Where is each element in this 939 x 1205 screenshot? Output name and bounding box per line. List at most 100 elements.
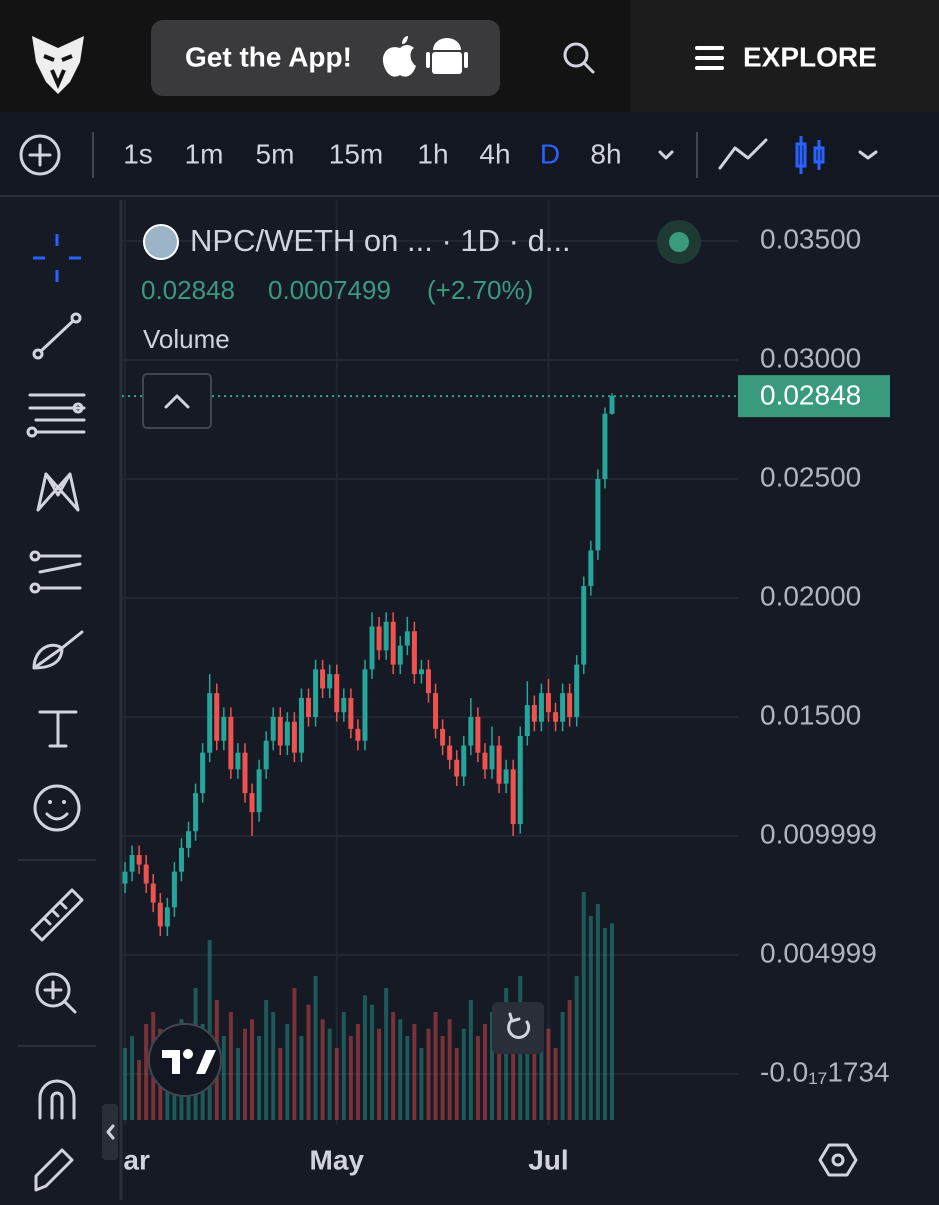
interval-button[interactable]: 1h xyxy=(417,138,448,169)
candle-body xyxy=(475,716,481,753)
candle-body xyxy=(383,621,389,651)
tradingview-logo[interactable] xyxy=(148,1023,222,1097)
chart-type-menu[interactable] xyxy=(858,150,878,160)
settings-button[interactable] xyxy=(818,1143,858,1177)
lock-tool[interactable] xyxy=(34,1148,74,1192)
y-tick-label: 0.03500 xyxy=(760,223,861,254)
candle-body xyxy=(538,693,544,722)
volume-bar xyxy=(207,940,212,1120)
candle-chart-button[interactable] xyxy=(795,136,825,174)
volume-bar xyxy=(405,1036,410,1120)
candle-body xyxy=(129,855,135,872)
candle-body xyxy=(567,693,573,717)
collapse-toolbar[interactable] xyxy=(102,1104,118,1160)
search-button[interactable] xyxy=(563,42,595,74)
candle-body xyxy=(560,693,566,722)
volume-bar xyxy=(581,892,586,1120)
candle-body xyxy=(242,752,248,794)
trend-line-tool[interactable] xyxy=(32,312,82,360)
interval-bar xyxy=(0,112,939,196)
volume-bar xyxy=(475,1036,480,1120)
get-app-button[interactable]: Get the App! xyxy=(151,20,500,96)
interval-button[interactable]: 4h xyxy=(479,138,510,169)
volume-bar xyxy=(497,1028,502,1120)
zoom-tool[interactable] xyxy=(35,972,77,1014)
candle-body xyxy=(207,693,213,753)
add-button[interactable] xyxy=(19,134,61,176)
interval-button[interactable]: 1s xyxy=(123,138,153,169)
interval-button[interactable]: 5m xyxy=(256,138,295,169)
volume-bar xyxy=(610,923,614,1120)
volume-bar xyxy=(433,1012,438,1120)
logo[interactable] xyxy=(32,36,84,94)
magnet-tool[interactable] xyxy=(38,1079,76,1120)
crosshair-tool[interactable] xyxy=(33,234,81,282)
candle-body xyxy=(256,769,262,813)
volume-bar xyxy=(588,916,593,1120)
volume-bar xyxy=(137,1060,142,1120)
prediction-tool[interactable] xyxy=(29,550,82,594)
x-tick-label: May xyxy=(310,1144,365,1175)
interval-button[interactable]: 1m xyxy=(185,138,224,169)
price-change-percent: (+2.70%) xyxy=(427,275,533,305)
volume-bar xyxy=(250,1019,255,1120)
token-icon xyxy=(143,224,179,260)
candle-body xyxy=(545,693,551,713)
legend: NPC/WETH on ... · 1D · d... 0.02848 0.00… xyxy=(141,220,701,354)
emoji-tool[interactable] xyxy=(33,784,81,832)
volume-bar xyxy=(327,1028,332,1120)
line-chart-button[interactable] xyxy=(718,138,768,170)
candle-body xyxy=(376,626,382,651)
explore-area xyxy=(630,0,939,112)
candle-body xyxy=(553,712,559,722)
y-tick-label: 0.009999 xyxy=(760,818,877,849)
y-tick-label: -0.0₁₇1734 xyxy=(760,1056,890,1087)
candle-body xyxy=(193,793,199,832)
candle-body xyxy=(425,669,431,694)
candle-body xyxy=(221,716,227,741)
pattern-tool[interactable] xyxy=(36,472,80,512)
candle-body xyxy=(136,855,142,865)
candle-body xyxy=(397,645,403,665)
volume-bar xyxy=(539,1024,544,1120)
volume-bar xyxy=(560,1012,565,1120)
candle-body xyxy=(143,864,149,884)
brush-tool[interactable] xyxy=(32,630,84,670)
horizontal-lines-tool[interactable] xyxy=(26,393,86,438)
candle-body xyxy=(447,745,453,760)
volume-bar xyxy=(546,1028,551,1120)
volume-bar xyxy=(348,1036,353,1120)
last-price-tag-label: 0.02848 xyxy=(760,380,861,411)
interval-button[interactable]: D xyxy=(540,138,560,169)
y-tick-label: 0.004999 xyxy=(760,937,877,968)
chart-title: NPC/WETH on ... · 1D · d... xyxy=(190,223,571,258)
more-intervals[interactable] xyxy=(658,150,674,160)
candle-body xyxy=(164,907,170,927)
candle-body xyxy=(362,669,368,741)
volume-bar xyxy=(306,1004,311,1120)
volume-bar xyxy=(468,1000,473,1120)
ruler-tool[interactable] xyxy=(30,888,84,942)
interval-button[interactable]: 15m xyxy=(329,138,383,169)
candle-body xyxy=(157,902,163,927)
interval-button[interactable]: 8h xyxy=(590,138,621,169)
last-price-tag xyxy=(738,375,890,418)
explore-button[interactable]: EXPLORE xyxy=(695,41,877,72)
candle-body xyxy=(298,697,304,753)
volume-bar xyxy=(391,1012,396,1120)
candle-body xyxy=(200,752,206,794)
candle-body xyxy=(150,883,156,903)
candle-body xyxy=(404,631,410,646)
volume-bar xyxy=(398,1019,403,1120)
collapse-legend[interactable] xyxy=(142,373,212,429)
reset-button[interactable] xyxy=(492,1002,544,1054)
volume-bar xyxy=(454,1048,459,1120)
candle-body xyxy=(524,705,530,737)
candle-body xyxy=(461,745,467,777)
volume-bar xyxy=(278,1048,283,1120)
candle-body xyxy=(348,697,354,729)
volume-bar xyxy=(602,928,607,1120)
text-tool[interactable] xyxy=(38,710,78,748)
candle-body xyxy=(531,705,537,722)
